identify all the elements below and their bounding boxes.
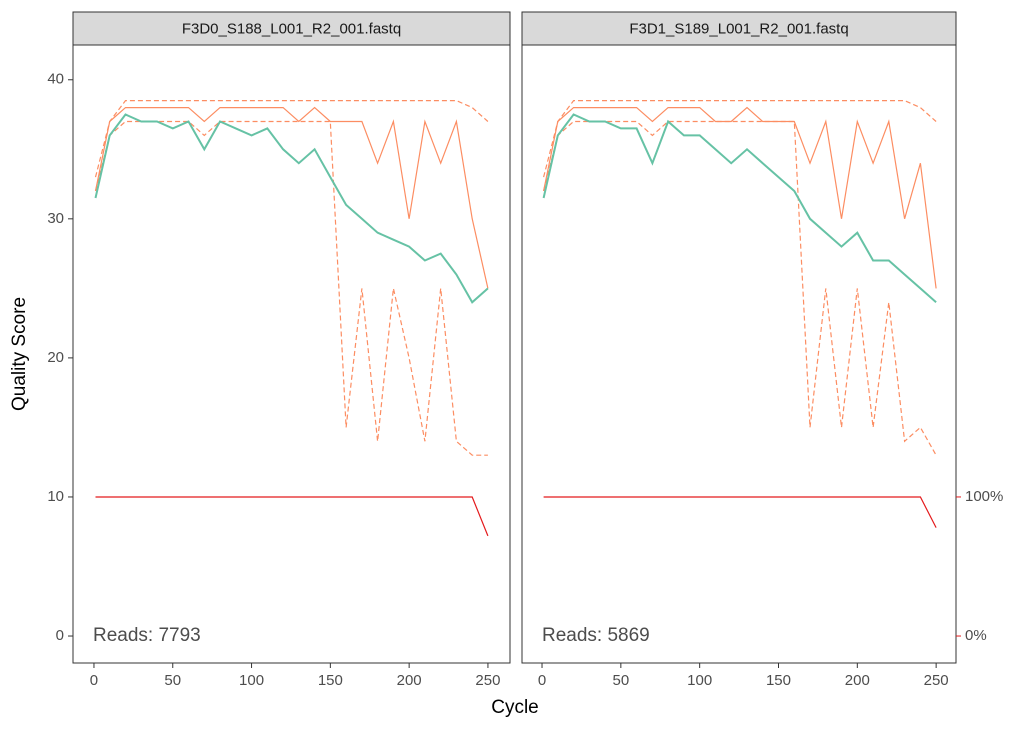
y-tick-label: 0 — [56, 627, 64, 644]
series-line — [543, 106, 937, 289]
strip — [521, 11, 957, 46]
panel-title: F3D1_S189_L001_R2_001.fastq — [629, 20, 848, 37]
x-tick-label: 150 — [766, 672, 791, 689]
series-line — [94, 106, 489, 289]
y-tick-label: 30 — [47, 210, 64, 227]
y-axis-label: Quality Score — [9, 297, 30, 411]
x-tick-label: 50 — [613, 672, 630, 689]
reads-annotation: Reads: 7793 — [93, 625, 201, 646]
panel-title: F3D0_S188_L001_R2_001.fastq — [182, 20, 401, 37]
x-tick-label: 0 — [538, 672, 546, 689]
y2-tick-label: 0% — [965, 627, 987, 644]
x-tick-label: 200 — [845, 672, 870, 689]
strip — [72, 11, 511, 46]
x-tick-label: 100 — [687, 672, 712, 689]
reads-annotation: Reads: 5869 — [542, 625, 650, 646]
y2-tick-label: 100% — [965, 488, 1003, 505]
panel — [72, 44, 511, 664]
x-axis-label: Cycle — [491, 697, 539, 718]
series-line — [94, 100, 489, 178]
x-tick-label: 200 — [397, 672, 422, 689]
x-tick-label: 250 — [924, 672, 949, 689]
series-line — [542, 113, 937, 304]
x-tick-label: 100 — [239, 672, 264, 689]
series-line — [543, 496, 937, 528]
panel — [521, 44, 957, 664]
y-tick-label: 10 — [47, 488, 64, 505]
series-line — [94, 113, 489, 304]
x-tick-label: 250 — [475, 672, 500, 689]
series-line — [95, 496, 489, 537]
series-line — [543, 100, 937, 178]
series-line — [94, 120, 488, 456]
x-tick-label: 50 — [164, 672, 181, 689]
y-tick-label: 40 — [47, 71, 64, 88]
x-tick-label: 150 — [318, 672, 343, 689]
x-tick-label: 0 — [90, 672, 98, 689]
y-tick-label: 20 — [47, 349, 64, 366]
series-line — [543, 120, 937, 456]
